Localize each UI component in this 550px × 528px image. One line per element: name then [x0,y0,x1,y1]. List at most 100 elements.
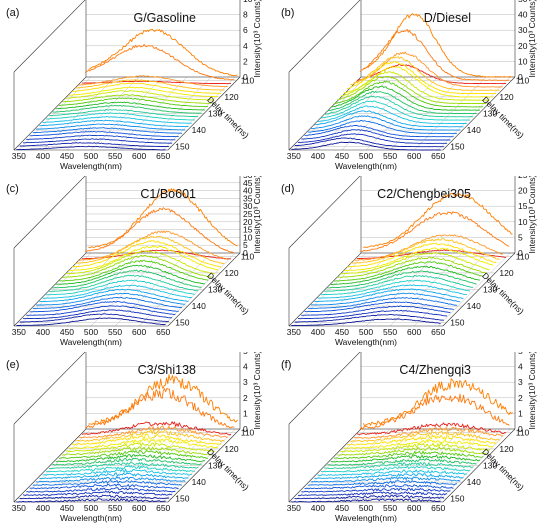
intensity-tick-label: 30 [518,25,528,35]
spectrum-line [85,387,235,429]
x-tick-label: 400 [36,151,50,161]
spectrum-line [363,13,513,78]
spectrum-line [26,134,176,141]
spectrum-line [84,207,235,254]
spectrum-line [311,115,461,131]
intensity-axis-title: Intensity(10³ Counts) [252,0,262,77]
frame-edge [13,352,86,425]
panel-d: 350 400 450 500 550 600 650 110 120 130 140 150 0 5 10… [275,176,550,352]
intensity-tick-label: 10 [518,217,528,227]
x-tick-label: 400 [36,503,50,513]
intensity-tick-label: 50 [243,176,253,180]
spectrum-line [307,296,458,309]
panel-title: C2/Chengbei305 [377,187,471,201]
panel-a: 350 400 450 500 550 600 650 110 120 130 140 150 0 2 4 6… [0,0,275,176]
x-tick-label: 550 [383,151,397,161]
x-axis-title: Wavelength(nm) [60,337,122,347]
intensity-tick-label: 50 [518,0,528,4]
frame-edge [13,0,86,73]
x-tick-label: 400 [311,151,325,161]
axes-frame [13,352,241,503]
x-tick-label: 500 [359,151,373,161]
x-tick-label: 600 [132,327,146,337]
spectrum-line [304,484,454,490]
spectrum-line [32,127,183,134]
intensity-tick-label: 20 [518,41,528,51]
spectrum-line [26,305,176,316]
intensity-tick-label: 30 [243,201,253,211]
spectrum-line [16,317,166,326]
spectrum-line [49,461,199,470]
intensity-tick-label: 3 [518,377,523,387]
frame-edge [442,252,516,327]
spectrum-line [356,249,507,260]
x-tick-label: 450 [335,327,349,337]
delay-tick-label: 120 [499,268,513,278]
x-axis-title: Wavelength(nm) [335,161,397,171]
spectrum-line [297,491,448,496]
frame-edge [288,0,361,73]
panel-letter: (c) [6,183,19,195]
intensity-axis-title: Intensity(10³ Counts) [527,0,537,77]
spectrum-line [317,284,467,299]
delay-tick-label: 120 [499,444,513,454]
spectrum-line [29,483,179,490]
intensity-axis-title: Intensity(10³ Counts) [527,352,537,429]
x-tick-label: 500 [359,327,373,337]
x-tick-label: 500 [359,503,373,513]
spectrum-line [359,211,510,252]
frame-edge [288,428,362,503]
intensity-tick-label: 0 [243,72,248,82]
delay-tick-label: 130 [208,109,222,119]
spectrum-line [19,142,169,148]
delay-tick-label: 110 [241,427,255,437]
panel-title: C1/Bo601 [140,187,196,201]
spectrum-line [62,254,212,279]
delay-tick-label: 130 [208,461,222,471]
spectrum-line [23,138,173,144]
spectrum-line [294,314,445,323]
spectrum-line [59,259,209,282]
intensity-tick-label: 5 [518,352,523,356]
x-axis-title: Wavelength(nm) [335,337,397,347]
spectrum-line [26,487,176,493]
spectrum-line [45,112,195,121]
x-tick-label: 650 [431,503,445,513]
spectrum-line [75,429,225,442]
x-tick-label: 600 [132,503,146,513]
spectrum-line [363,192,513,249]
spectrum-line [298,309,448,320]
spectrum-line [301,305,451,316]
spectrum-line [16,145,166,151]
spectrum-line [78,75,228,88]
intensity-axis-title: Intensity(10³ Counts) [527,176,537,253]
intensity-tick-label: 45 [243,178,253,188]
spectrum-line [35,123,186,131]
intensity-tick-label: 1 [518,408,523,418]
x-tick-label: 650 [431,327,445,337]
spectrum-line [71,240,222,268]
spectrum-line [52,104,202,114]
frame-edge [167,252,241,327]
spectrum-line [61,446,212,456]
intensity-tick-label: 15 [518,201,528,211]
intensity-tick-label: 2 [243,393,248,403]
frame-edge [13,428,87,503]
spectrum-line [350,56,500,91]
intensity-tick-label: 0 [243,248,248,258]
x-tick-label: 650 [156,151,170,161]
frame-edge [288,176,361,249]
intensity-tick-label: 20 [518,186,528,196]
spectrum-line [350,238,500,264]
spectrum-line [297,133,448,144]
delay-tick-label: 150 [175,494,189,504]
x-tick-label: 450 [335,151,349,161]
spectrum-line [78,425,228,439]
spectrum-line [310,292,461,306]
panel-e: 350 400 450 500 550 600 650 110 120 130 140 150 0 1 2 3… [0,352,275,528]
x-tick-label: 550 [108,151,122,161]
spectrum-line [68,245,219,272]
spectrum-line [22,490,173,496]
spectrum-line [304,125,454,138]
